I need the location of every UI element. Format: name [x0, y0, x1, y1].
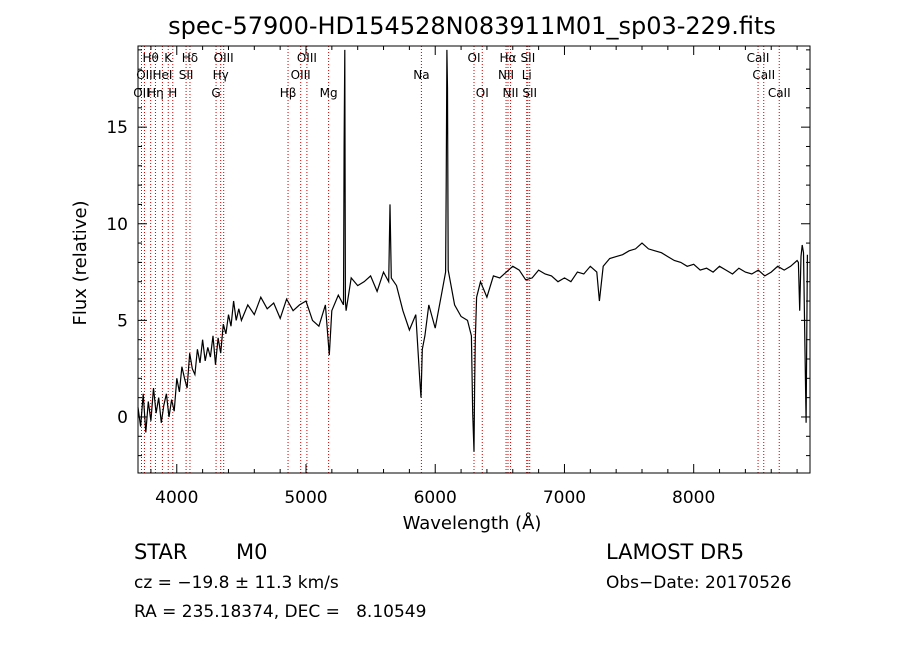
line-marker-label: Hδ — [182, 51, 198, 65]
line-marker-label: CaII — [752, 68, 775, 82]
ra-dec-text: RA = 235.18374, DEC = 8.10549 — [134, 602, 427, 622]
line-marker-label: SII — [521, 51, 536, 65]
x-tick-label: 6000 — [414, 488, 457, 508]
line-marker-label: OIII — [291, 68, 311, 82]
x-tick-label: 8000 — [672, 488, 715, 508]
spectrum-line — [137, 49, 808, 452]
y-tick-label: 10 — [106, 215, 128, 235]
line-marker-label: OIII — [214, 51, 234, 65]
redshift-text: cz = −19.8 ± 11.3 km/s — [134, 573, 339, 593]
line-marker-label: G — [211, 86, 220, 100]
x-tick-label: 7000 — [543, 488, 586, 508]
y-tick-label: 15 — [106, 118, 128, 138]
x-tick-label: 4000 — [155, 488, 198, 508]
line-marker-label: Hγ — [213, 68, 229, 82]
y-tick-label: 0 — [117, 408, 128, 428]
line-marker-label: Hβ — [280, 86, 297, 100]
plot-frame — [137, 45, 811, 474]
line-marker-label: H — [168, 86, 177, 100]
survey-label: LAMOST DR5 — [606, 540, 745, 564]
line-marker-label: CaII — [747, 51, 770, 65]
line-marker-label: Mg — [320, 86, 338, 100]
line-markers — [140, 46, 780, 473]
line-marker-label: Hη — [147, 86, 164, 100]
chart-title: spec-57900-HD154528N083911M01_sp03-229.f… — [168, 12, 776, 40]
line-marker-label: OII — [133, 86, 150, 100]
line-marker-label: OI — [468, 51, 481, 65]
x-axis-ticks: 4000 5000 6000 7000 8000 — [150, 46, 798, 508]
line-marker-label: OII — [136, 68, 153, 82]
x-tick-label: 5000 — [284, 488, 327, 508]
line-marker-label: SII — [179, 68, 194, 82]
y-axis-label: Flux (relative) — [70, 200, 91, 325]
line-marker-label: K — [164, 51, 173, 65]
line-marker-label: NII — [498, 68, 514, 82]
line-marker-label: SII — [522, 86, 537, 100]
obs-date-text: Obs−Date: 20170526 — [606, 573, 792, 593]
line-marker-labels: OIIOIIHθHηHeIKHSIIHδGHγOIIIHβOIIIOIIIMgN… — [133, 51, 790, 100]
y-axis-ticks: 0 5 10 15 — [106, 49, 810, 457]
line-marker-label: OIII — [297, 51, 317, 65]
class-label: STAR — [134, 540, 188, 564]
line-marker-label: HeI — [152, 68, 172, 82]
x-axis-label: Wavelength (Å) — [403, 512, 542, 534]
y-tick-label: 5 — [117, 311, 128, 331]
line-marker-label: NII — [503, 86, 519, 100]
line-marker-label: CaII — [768, 86, 791, 100]
line-marker-label: Na — [413, 68, 429, 82]
line-marker-label: Li — [522, 68, 532, 82]
line-marker-label: Hθ — [142, 51, 158, 65]
line-marker-label: OI — [476, 86, 489, 100]
subclass-label: M0 — [236, 540, 268, 564]
line-marker-label: Hα — [500, 51, 517, 65]
